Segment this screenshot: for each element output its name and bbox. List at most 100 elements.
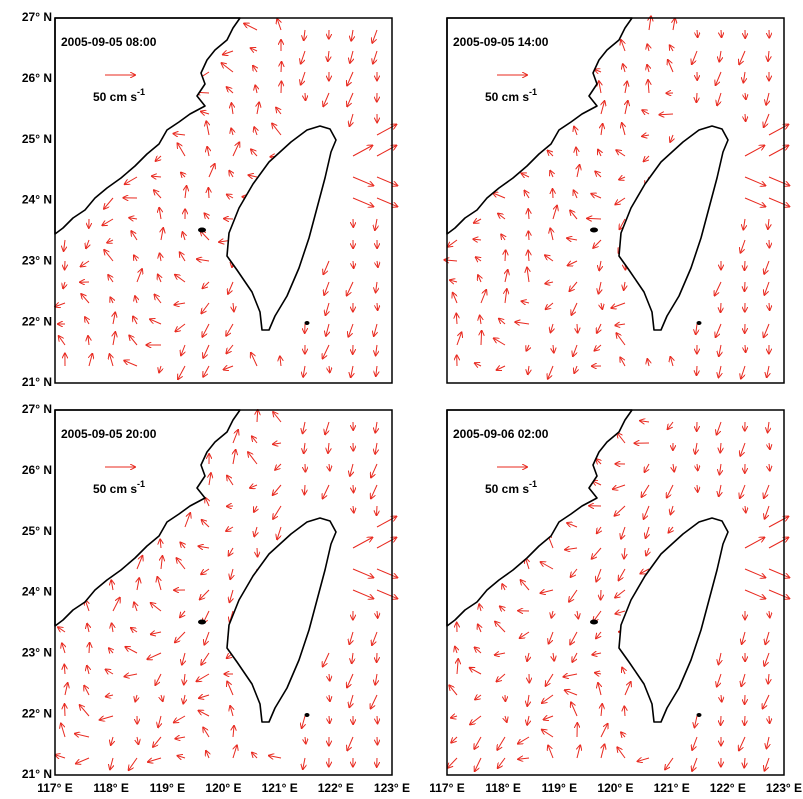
current-vector <box>223 51 234 55</box>
panel-frame <box>54 17 393 384</box>
current-vector <box>376 146 396 157</box>
current-vector <box>671 505 674 514</box>
scale-exponent: -1 <box>137 87 145 97</box>
latitude-label: 26° N <box>22 463 52 477</box>
current-vector <box>670 134 673 142</box>
current-vector <box>767 736 770 748</box>
current-vector <box>695 715 698 727</box>
current-vector <box>125 176 138 184</box>
current-vector <box>495 622 506 633</box>
current-vector <box>668 60 674 73</box>
current-vector <box>615 324 626 325</box>
current-vector <box>574 365 577 373</box>
current-vector <box>764 652 770 666</box>
current-vector <box>769 302 770 310</box>
green-island <box>304 321 310 325</box>
scale-label: 50 cm s-1 <box>93 479 145 496</box>
current-vector <box>76 757 90 764</box>
current-vector <box>515 322 530 324</box>
current-vector <box>200 589 210 599</box>
current-vector <box>716 323 722 337</box>
current-vector <box>276 108 281 115</box>
current-vector <box>721 694 722 702</box>
longitude-label: 123° E <box>766 781 802 795</box>
current-vector <box>347 71 354 85</box>
current-vector <box>375 673 377 685</box>
current-vector <box>376 176 397 186</box>
current-vector <box>448 239 458 247</box>
scale-exponent: -1 <box>529 87 537 97</box>
current-vector <box>349 631 353 644</box>
current-vector <box>545 282 554 284</box>
current-vector <box>741 239 746 253</box>
current-vector <box>197 673 210 681</box>
current-vector <box>768 125 788 136</box>
current-vector <box>669 526 674 533</box>
current-vector <box>281 62 282 73</box>
current-vector <box>592 653 602 655</box>
current-vector <box>457 659 458 675</box>
current-vector <box>591 194 602 198</box>
current-vector <box>448 757 458 768</box>
current-vector <box>376 589 397 599</box>
latitude-label: 23° N <box>22 646 52 660</box>
current-vector <box>719 652 722 664</box>
current-vector <box>599 281 602 294</box>
current-vector <box>745 113 746 121</box>
current-vector <box>744 146 764 157</box>
current-vector <box>497 736 506 750</box>
current-vector <box>768 673 769 684</box>
current-vector <box>134 602 137 612</box>
current-vector <box>553 344 554 353</box>
current-vector <box>697 365 698 375</box>
current-vector <box>528 231 529 241</box>
current-vector <box>613 484 626 489</box>
current-vector <box>527 268 529 283</box>
current-vector <box>87 624 89 633</box>
current-vector <box>601 101 605 115</box>
current-vector <box>601 124 603 136</box>
current-vector <box>476 257 481 261</box>
current-vector <box>347 673 354 687</box>
current-vector <box>155 295 162 304</box>
current-vector <box>570 631 578 644</box>
current-vector <box>595 344 602 351</box>
current-vector <box>353 484 354 492</box>
current-vector <box>350 50 353 63</box>
current-vector <box>206 121 209 136</box>
current-vector <box>137 578 139 591</box>
current-vector <box>86 239 89 248</box>
timestamp: 2005-09-06 02:00 <box>453 427 549 441</box>
current-vector <box>571 302 578 315</box>
current-vector <box>473 239 482 240</box>
current-vector <box>253 66 257 73</box>
current-vector <box>611 302 626 308</box>
current-vector <box>659 114 674 115</box>
current-vector <box>303 421 305 433</box>
current-vector <box>474 219 482 223</box>
current-vector <box>766 92 769 105</box>
current-vector <box>567 523 578 527</box>
current-vector <box>106 670 114 675</box>
current-vector <box>740 442 746 456</box>
current-vector <box>224 366 234 370</box>
current-vector <box>375 442 377 454</box>
current-vector <box>615 197 626 204</box>
current-vector <box>542 694 554 703</box>
current-vector <box>518 736 530 744</box>
current-vector <box>178 756 186 758</box>
current-vector <box>599 260 601 270</box>
current-vector <box>203 344 210 358</box>
latitude-label: 27° N <box>22 10 52 24</box>
current-vector <box>377 505 378 515</box>
current-vector <box>85 317 89 325</box>
current-vector <box>87 666 89 675</box>
current-vector <box>232 745 237 759</box>
current-vector <box>110 354 114 367</box>
current-vector <box>577 165 580 178</box>
scale-exponent: -1 <box>137 479 145 489</box>
current-vector <box>625 82 627 94</box>
current-vector <box>352 652 353 663</box>
current-vector <box>546 302 554 309</box>
current-vector <box>254 127 257 136</box>
